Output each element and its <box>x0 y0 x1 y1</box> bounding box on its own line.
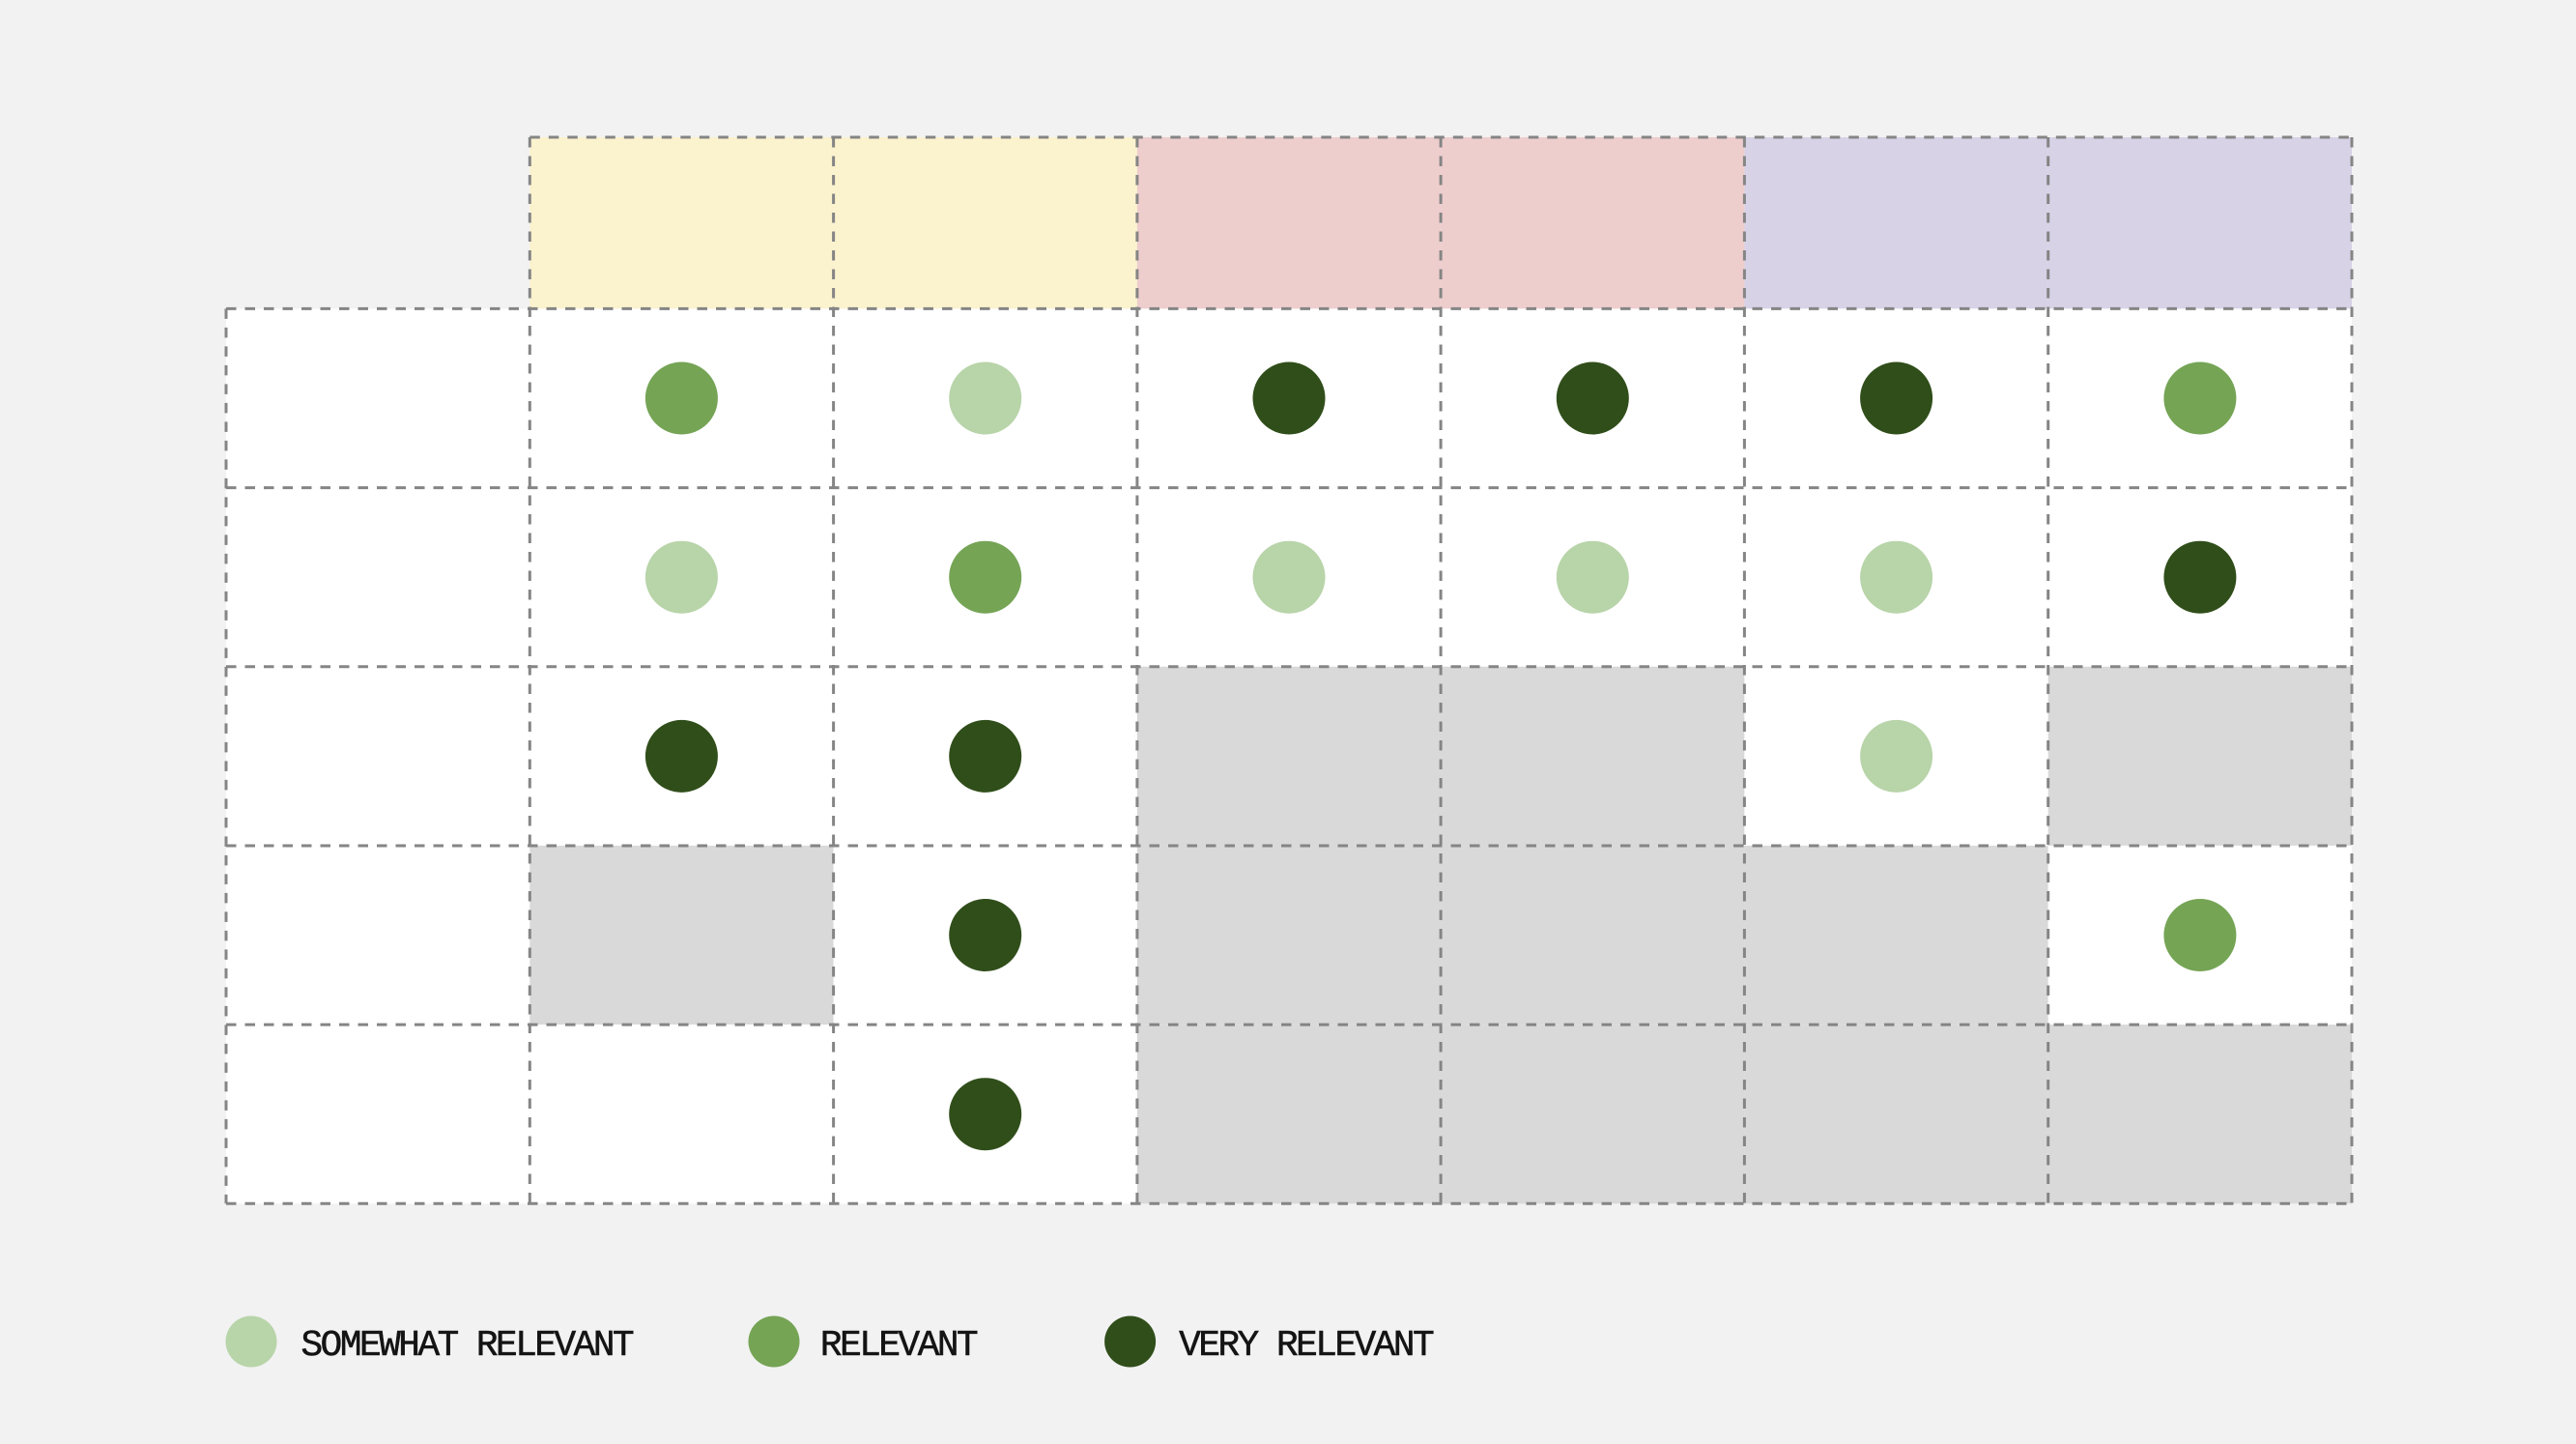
svg-text:RELEVANT: RELEVANT <box>820 1325 978 1367</box>
svg-text:SOMEWHAT RELEVANT: SOMEWHAT RELEVANT <box>301 1325 633 1367</box>
svg-text:VERY RELEVANT: VERY RELEVANT <box>1179 1325 1434 1367</box>
